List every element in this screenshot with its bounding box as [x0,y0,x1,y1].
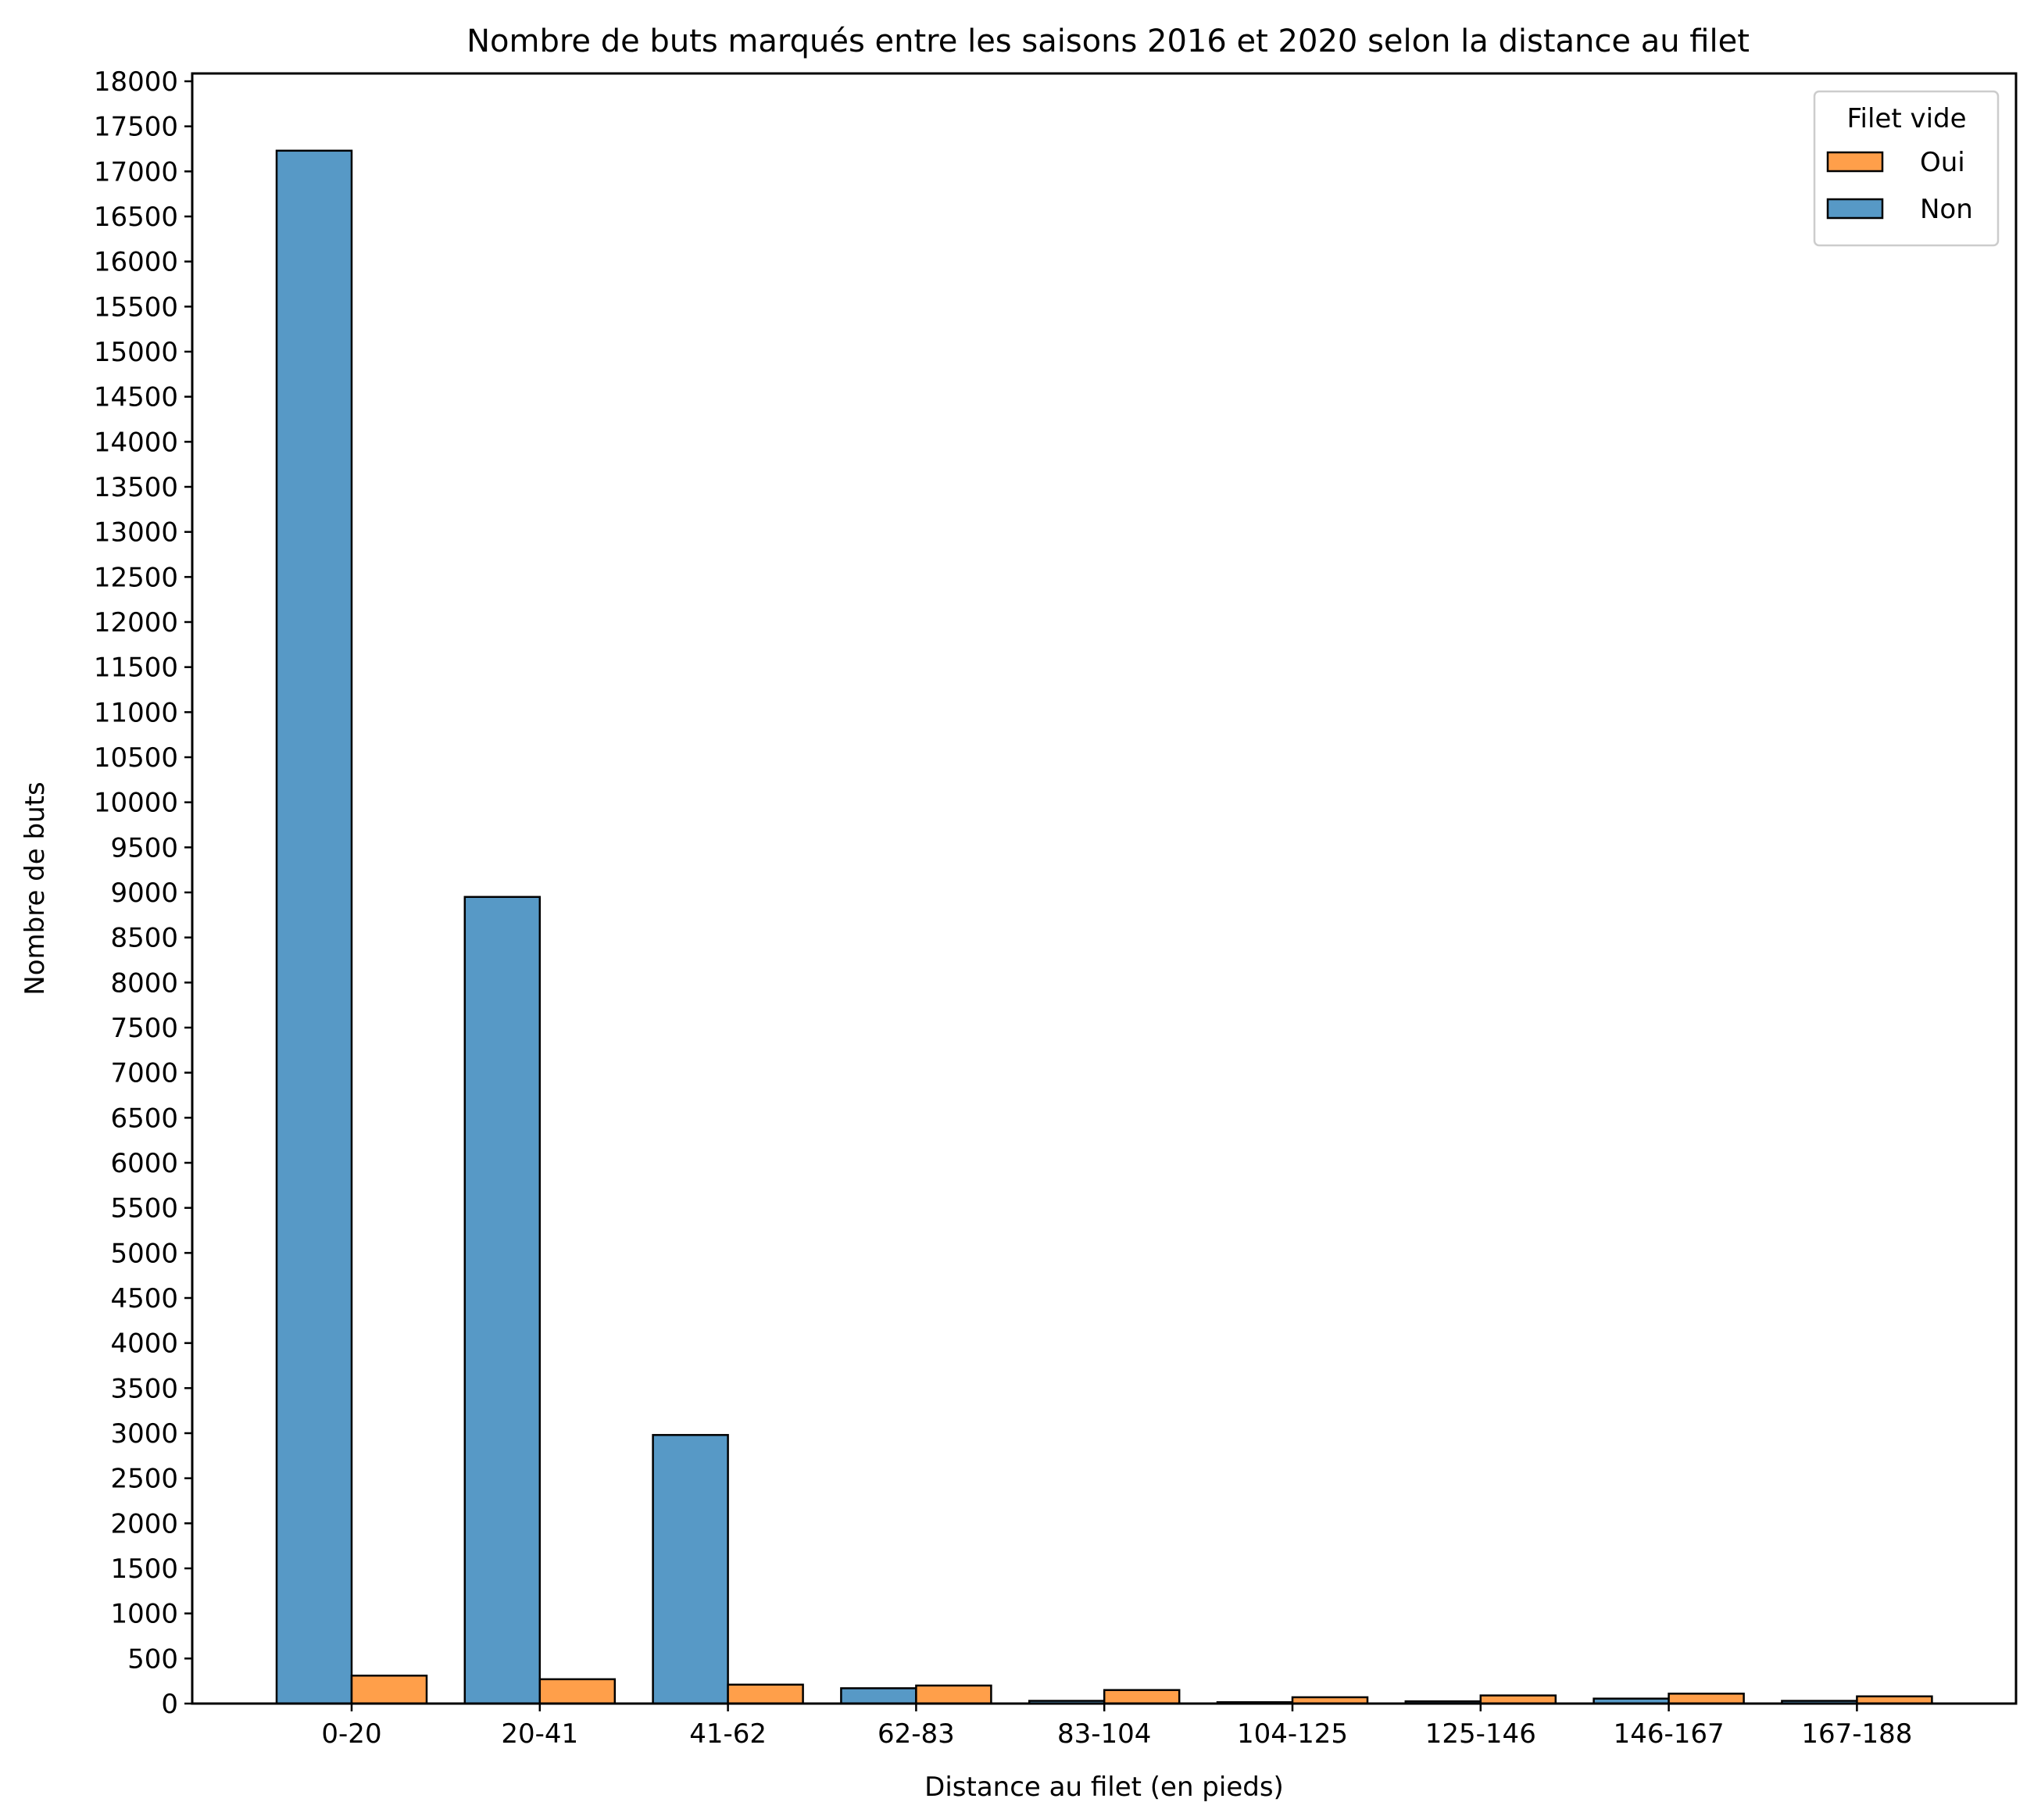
y-tick-label: 14500 [94,382,178,413]
x-tick-label: 83-104 [1057,1718,1151,1750]
bars-group [275,149,1933,1705]
y-tick-label: 16000 [94,247,178,278]
y-tick-label: 8000 [110,967,178,999]
y-tick-label: 7000 [110,1058,178,1089]
bar-non-20-41 [463,896,542,1705]
y-tick-label: 10000 [94,788,178,819]
x-tick-label: 167-188 [1801,1718,1912,1750]
y-tick-label: 15500 [94,291,178,323]
x-tick-label: 0-20 [321,1718,381,1750]
bar-non-41-62 [652,1434,729,1705]
y-tick-label: 500 [127,1643,178,1675]
legend-label-oui: Oui [1920,147,1965,178]
x-tick-label: 62-83 [878,1718,955,1750]
legend-swatch-oui [1826,151,1884,173]
x-axis-label: Distance au filet (en pieds) [924,1772,1284,1803]
bar-oui-0-20 [350,1674,428,1705]
y-tick-label: 0 [161,1689,178,1720]
x-axis: 0-20 20-41 41-62 62-83 83-104 104-125 125-146 1… [321,1704,1912,1750]
legend-title: Filet vide [1846,103,1966,134]
x-tick-label: 41-62 [689,1718,767,1750]
bar-oui-41-62 [727,1683,804,1705]
y-tick-label: 17500 [94,112,178,143]
y-tick-label: 3500 [110,1373,178,1404]
y-tick-label: 7500 [110,1013,178,1044]
y-tick-label: 14000 [94,427,178,458]
legend: Filet vide Oui Non [1813,90,2000,247]
y-tick-label: 15000 [94,337,178,368]
x-tick-label: 104-125 [1237,1718,1348,1750]
y-tick-label: 3000 [110,1418,178,1450]
y-tick-label: 8500 [110,923,178,954]
y-tick-label: 2000 [110,1508,178,1539]
x-tick-label: 146-167 [1614,1718,1725,1750]
y-axis: 0 500 1000 1500 2000 2500 3000 3500 4000 4500 5000… [94,66,192,1720]
y-tick-label: 18000 [94,66,178,98]
x-tick-label: 125-146 [1425,1718,1536,1750]
bar-non-62-83 [840,1687,917,1705]
y-tick-label: 11000 [94,697,178,728]
y-tick-label: 1500 [110,1554,178,1585]
y-tick-label: 16500 [94,202,178,233]
bar-oui-146-167 [1668,1693,1745,1705]
y-tick-label: 9000 [110,878,178,909]
y-tick-label: 5000 [110,1238,178,1269]
y-tick-label: 10500 [94,742,178,774]
y-axis-label: Nombre de buts [20,781,51,995]
bar-non-0-20 [275,149,353,1705]
bar-oui-83-104 [1103,1689,1181,1705]
y-tick-label: 5500 [110,1193,178,1225]
y-tick-label: 13000 [94,517,178,549]
y-tick-label: 11500 [94,653,178,684]
y-tick-label: 17000 [94,156,178,188]
plot-area-frame [191,72,2018,1705]
bar-oui-20-41 [538,1678,617,1705]
y-tick-label: 4000 [110,1328,178,1360]
legend-swatch-non [1826,198,1884,220]
y-tick-label: 6000 [110,1148,178,1179]
legend-label-non: Non [1920,194,1973,225]
y-tick-label: 2500 [110,1464,178,1495]
y-tick-label: 12500 [94,562,178,593]
y-tick-label: 1000 [110,1599,178,1630]
bar-oui-62-83 [915,1684,992,1705]
bar-oui-125-146 [1479,1694,1557,1705]
y-tick-label: 6500 [110,1103,178,1134]
y-tick-label: 4500 [110,1283,178,1314]
y-tick-label: 9500 [110,832,178,864]
chart-title: Nombre de buts marqués entre les saisons… [466,23,1750,59]
y-tick-label: 12000 [94,607,178,638]
y-tick-label: 13500 [94,472,178,503]
x-tick-label: 20-41 [501,1718,578,1750]
